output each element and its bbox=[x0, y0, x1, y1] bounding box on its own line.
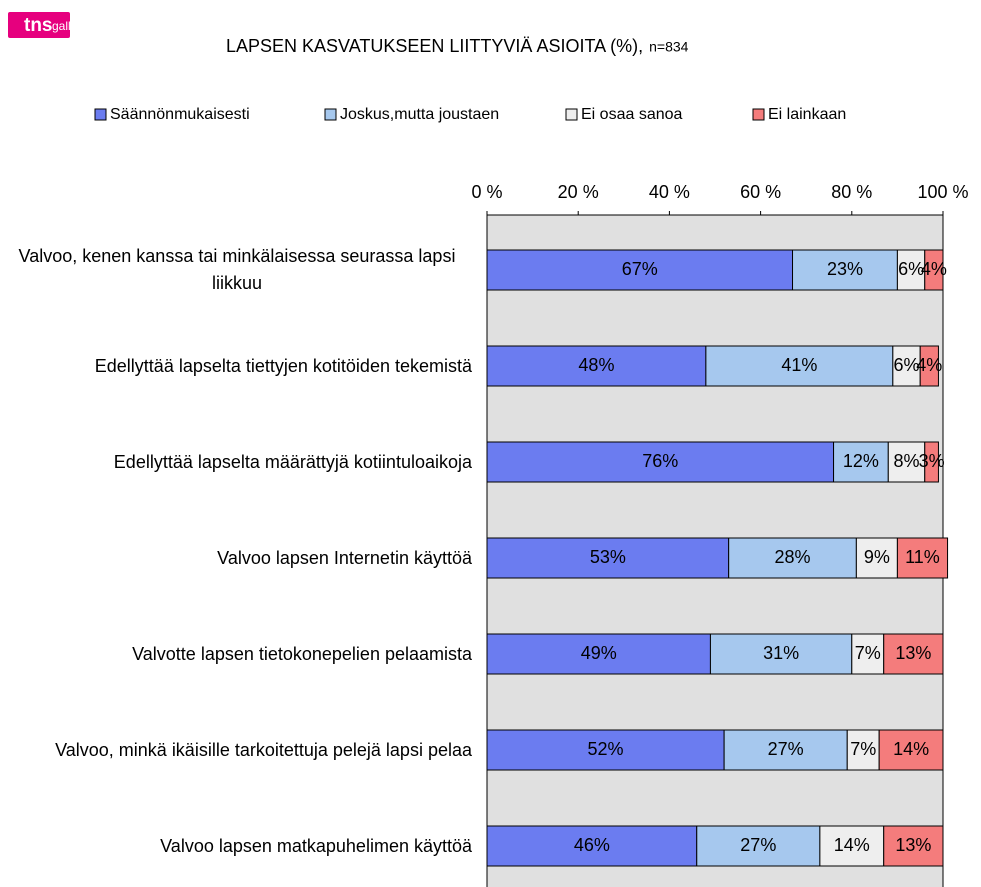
data-label: 6% bbox=[898, 259, 924, 279]
legend-swatch bbox=[324, 108, 337, 121]
data-label: 52% bbox=[588, 739, 624, 759]
legend-label: Ei osaa sanoa bbox=[581, 106, 683, 123]
x-tick-label: 40 % bbox=[649, 182, 690, 202]
bar-segment bbox=[486, 441, 835, 483]
data-label: 12% bbox=[843, 451, 879, 471]
data-label: 31% bbox=[763, 643, 799, 663]
bar-segment bbox=[855, 537, 898, 579]
legend-label: Säännönmukaisesti bbox=[110, 106, 250, 123]
category-label-box: Valvoo lapsen Internetin käyttöä bbox=[217, 528, 472, 588]
data-label: 3% bbox=[919, 451, 945, 471]
data-label: 14% bbox=[893, 739, 929, 759]
data-label: 8% bbox=[894, 451, 920, 471]
data-label: 4% bbox=[916, 355, 942, 375]
logo-bg bbox=[8, 12, 70, 38]
bar-segment bbox=[723, 729, 848, 771]
y-tick-label: Valvoo, kenen kanssa tai minkälaisessa s… bbox=[18, 246, 456, 293]
category-label-box: Valvoo, kenen kanssa tai minkälaisessa s… bbox=[2, 240, 472, 300]
bar-segment bbox=[883, 825, 944, 867]
category-label-box: Valvotte lapsen tietokonepelien pelaamis… bbox=[132, 624, 472, 684]
data-label: 13% bbox=[895, 643, 931, 663]
logo-brand: tns bbox=[24, 15, 53, 36]
chart-subtitle: n=834 bbox=[649, 39, 689, 55]
y-tick-label: Valvotte lapsen tietokonepelien pelaamis… bbox=[132, 643, 472, 664]
bar-segment bbox=[792, 249, 898, 291]
category-label-box: Valvoo lapsen matkapuhelimen käyttöä bbox=[160, 816, 472, 876]
data-label: 14% bbox=[834, 835, 870, 855]
bar-segment bbox=[924, 249, 944, 291]
data-label: 7% bbox=[855, 643, 881, 663]
bar-segment bbox=[486, 825, 698, 867]
bar-segment bbox=[851, 633, 885, 675]
bar-segment bbox=[486, 537, 730, 579]
legend-swatch bbox=[752, 108, 765, 121]
bar-segment bbox=[896, 249, 926, 291]
bar-segment bbox=[892, 345, 921, 387]
bar-segment bbox=[486, 249, 794, 291]
bar-segment bbox=[896, 537, 949, 579]
data-label: 67% bbox=[622, 259, 658, 279]
bar-segment bbox=[696, 825, 821, 867]
data-label: 28% bbox=[775, 547, 811, 567]
legend-swatch bbox=[565, 108, 578, 121]
data-label: 23% bbox=[827, 259, 863, 279]
category-label-box: Valvoo, minkä ikäisille tarkoitettuja pe… bbox=[55, 720, 472, 780]
data-label: 76% bbox=[642, 451, 678, 471]
category-label-box: Edellyttää lapselta määrättyjä kotiintul… bbox=[114, 432, 472, 492]
x-tick-label: 60 % bbox=[740, 182, 781, 202]
data-label: 6% bbox=[894, 355, 920, 375]
data-label: 46% bbox=[574, 835, 610, 855]
data-label: 7% bbox=[850, 739, 876, 759]
bar-segment bbox=[486, 729, 725, 771]
legend-label: Joskus,mutta joustaen bbox=[340, 106, 499, 123]
legend-swatch bbox=[94, 108, 107, 121]
bar-segment bbox=[924, 441, 939, 483]
bar-segment bbox=[833, 441, 889, 483]
legend-label: Ei lainkaan bbox=[768, 106, 846, 123]
data-label: 48% bbox=[578, 355, 614, 375]
x-tick-label: 0 % bbox=[471, 182, 502, 202]
y-tick-label: Valvoo lapsen Internetin käyttöä bbox=[217, 547, 472, 568]
bar-segment bbox=[919, 345, 939, 387]
chart-title: LAPSEN KASVATUKSEEN LIITTYVIÄ ASIOITA (%… bbox=[226, 36, 643, 56]
y-tick-label: Edellyttää lapselta määrättyjä kotiintul… bbox=[113, 451, 472, 472]
y-tick-label: Valvoo, minkä ikäisille tarkoitettuja pe… bbox=[55, 739, 472, 760]
data-label: 4% bbox=[921, 259, 947, 279]
data-label: 41% bbox=[781, 355, 817, 375]
bar-segment bbox=[878, 729, 944, 771]
x-tick-label: 100 % bbox=[917, 182, 968, 202]
data-label: 27% bbox=[740, 835, 776, 855]
x-tick-label: 20 % bbox=[558, 182, 599, 202]
y-tick-label: Valvoo lapsen matkapuhelimen käyttöä bbox=[160, 835, 472, 856]
bar-segment bbox=[486, 633, 711, 675]
data-label: 11% bbox=[905, 547, 940, 567]
category-label-box: Edellyttää lapselta tiettyjen kotitöiden… bbox=[95, 336, 472, 396]
data-label: 9% bbox=[864, 547, 890, 567]
bar-segment bbox=[887, 441, 926, 483]
y-tick-label: Edellyttää lapselta tiettyjen kotitöiden… bbox=[94, 355, 472, 376]
data-label: 53% bbox=[590, 547, 626, 567]
bar-segment bbox=[705, 345, 894, 387]
x-tick-label: 80 % bbox=[831, 182, 872, 202]
bar-segment bbox=[709, 633, 853, 675]
logo-name: gallup bbox=[52, 19, 84, 33]
data-label: 49% bbox=[581, 643, 617, 663]
bar-segment bbox=[883, 633, 944, 675]
data-label: 27% bbox=[768, 739, 804, 759]
data-label: 13% bbox=[895, 835, 931, 855]
bar-segment bbox=[819, 825, 885, 867]
bar-segment bbox=[486, 345, 707, 387]
